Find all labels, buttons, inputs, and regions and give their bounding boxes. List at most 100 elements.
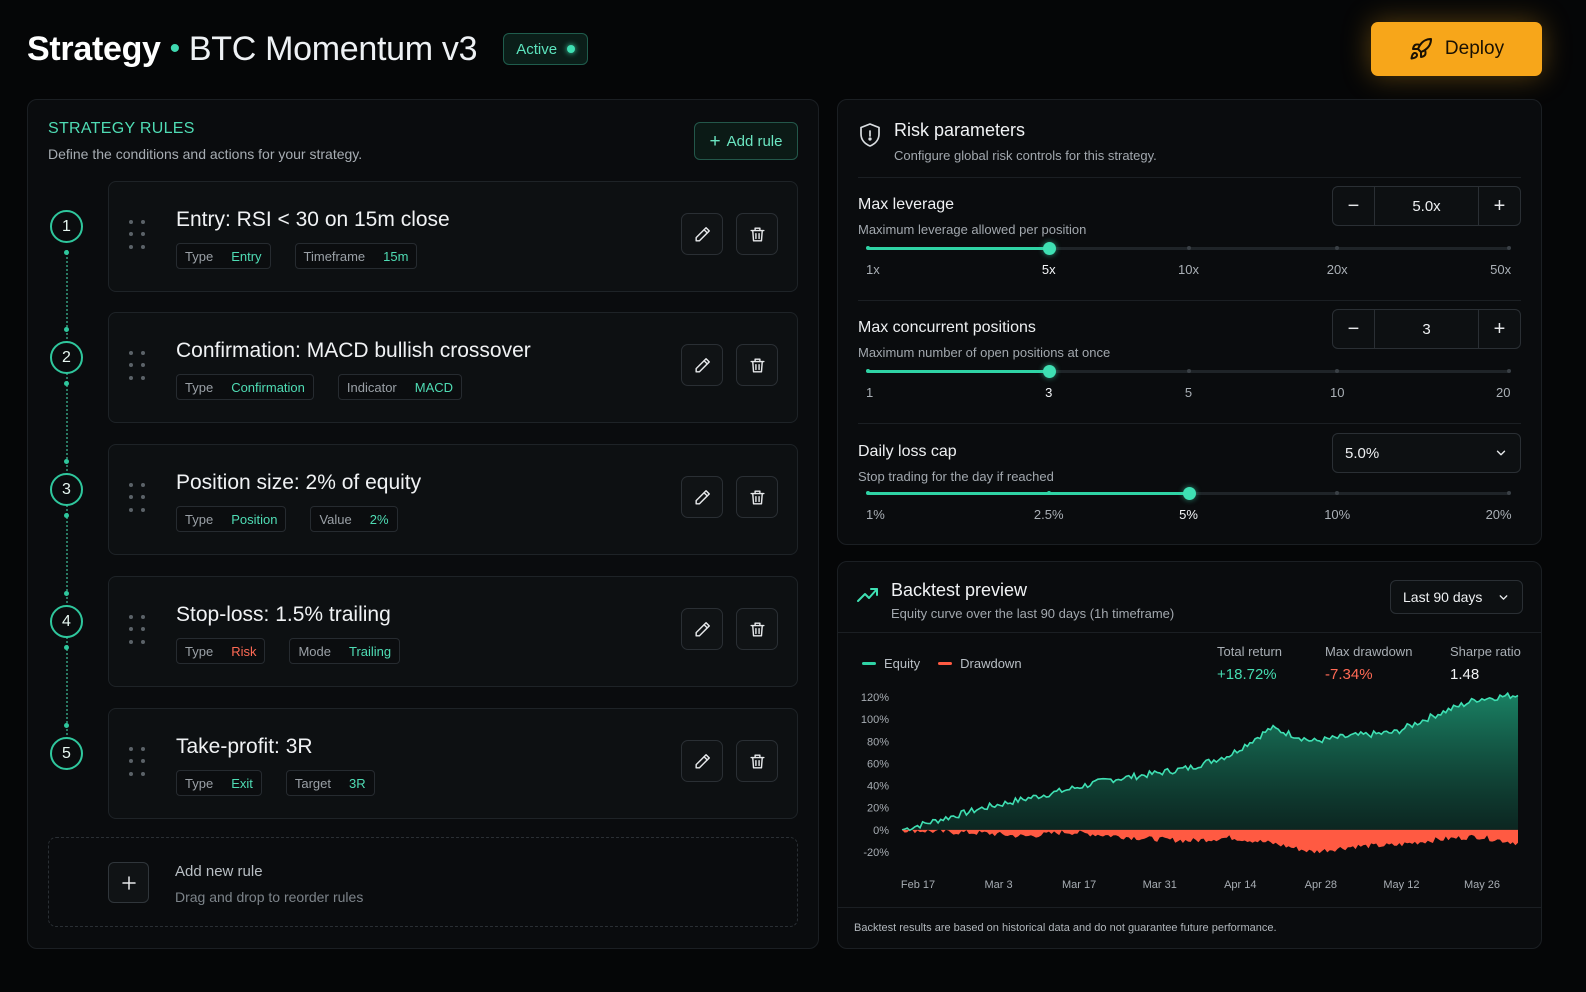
slider-stop — [1335, 491, 1340, 495]
x-tick-label: Mar 17 — [1062, 879, 1096, 891]
y-tick-label: -20% — [863, 847, 889, 859]
pencil-icon — [694, 226, 710, 242]
drag-handle-icon[interactable] — [129, 483, 147, 515]
leverage-stepper: − 5.0x + — [1332, 186, 1521, 226]
strategy-name: BTC Momentum v3 — [188, 29, 478, 68]
strategy-rules-panel: STRATEGY RULES Define the conditions and… — [27, 99, 819, 949]
slider-knob[interactable] — [1042, 365, 1056, 378]
deploy-button[interactable]: Deploy — [1371, 22, 1542, 76]
slider-stop — [1507, 246, 1511, 250]
drag-handle-icon[interactable] — [129, 351, 147, 383]
trash-icon — [749, 621, 765, 637]
pencil-icon — [694, 621, 710, 637]
daily-loss-ticks: 1% 2.5% 5% 10% 20% — [866, 507, 1512, 523]
decrement-button[interactable]: − — [1347, 194, 1360, 217]
rule-card[interactable]: Entry: RSI < 30 on 15m close Type Entry T… — [108, 181, 798, 292]
delete-rule-button[interactable] — [736, 476, 778, 518]
pencil-icon — [694, 489, 710, 505]
rule-title: Position size: 2% of equity — [176, 471, 422, 494]
slider-knob[interactable] — [1042, 242, 1056, 255]
x-tick-label: Feb 17 — [901, 879, 935, 891]
positions-stepper: − 3 + — [1332, 309, 1521, 349]
rule-chip: Type Risk — [176, 638, 266, 664]
slider-fill — [868, 492, 1189, 495]
add-new-rule-dropzone[interactable]: Add new rule Drag and drop to reorder ru… — [48, 837, 798, 927]
step-number: 5 — [50, 737, 83, 770]
param-desc: Maximum leverage allowed per position — [858, 222, 1087, 237]
slider-stop — [866, 246, 870, 250]
edit-rule-button[interactable] — [681, 344, 723, 386]
add-new-rule-button[interactable] — [108, 862, 149, 903]
slider-tick-label: 20% — [1485, 507, 1512, 522]
slider-knob[interactable] — [1182, 487, 1196, 500]
risk-title: Risk parameters — [894, 120, 1026, 140]
x-tick-label: Mar 31 — [1143, 879, 1177, 891]
drag-handle-icon[interactable] — [129, 615, 147, 647]
rule-title: Take-profit: 3R — [176, 735, 313, 758]
slider-stop — [1507, 369, 1511, 373]
plus-icon — [121, 875, 136, 890]
title-prefix: Strategy — [27, 29, 161, 68]
chart-legend: Equity Drawdown — [862, 656, 1022, 671]
y-tick-label: 80% — [867, 736, 889, 748]
rule-title: Confirmation: MACD bullish crossover — [176, 339, 531, 362]
rule-chip: Mode Trailing — [289, 638, 401, 664]
leverage-slider[interactable] — [866, 242, 1511, 255]
timeline-dot — [64, 513, 69, 518]
equity-chart: 120% 100% 80% 60% 40% 20% 0% -20% Feb 17 Mar 3 Mar… — [861, 691, 1519, 891]
equity-line — [901, 691, 1519, 832]
plus-icon: + — [709, 130, 721, 152]
slider-stop — [1186, 246, 1191, 250]
edit-rule-button[interactable] — [681, 213, 723, 255]
trash-icon — [749, 226, 765, 242]
daily-loss-slider[interactable] — [866, 487, 1511, 500]
increment-button[interactable]: + — [1493, 194, 1506, 217]
increment-button[interactable]: + — [1493, 317, 1506, 340]
backtest-preview-panel: Backtest preview Equity curve over the l… — [837, 561, 1542, 949]
drag-handle-icon[interactable] — [129, 747, 147, 779]
risk-parameters-panel: Risk parameters Configure global risk co… — [837, 99, 1542, 545]
rule-chip: Indicator MACD — [337, 374, 463, 400]
chevron-down-icon — [1499, 594, 1508, 600]
timeline-dot — [64, 645, 69, 650]
delete-rule-button[interactable] — [736, 344, 778, 386]
rule-card[interactable]: Confirmation: MACD bullish crossover Typ… — [108, 312, 798, 423]
positions-slider[interactable] — [866, 365, 1511, 378]
delete-rule-button[interactable] — [736, 213, 778, 255]
positions-value[interactable]: 3 — [1374, 310, 1479, 348]
slider-tick-label: 20x — [1326, 262, 1348, 277]
leverage-value[interactable]: 5.0x — [1374, 187, 1479, 225]
rule-title: Entry: RSI < 30 on 15m close — [176, 208, 450, 231]
drag-handle-icon[interactable] — [129, 220, 147, 252]
rule-chip: Target 3R — [285, 770, 375, 796]
x-tick-label: Apr 14 — [1224, 879, 1256, 891]
slider-tick-label: 5 — [1184, 385, 1193, 400]
delete-rule-button[interactable] — [736, 740, 778, 782]
daily-loss-select[interactable]: 5.0% — [1332, 433, 1521, 473]
chevron-down-icon — [1496, 450, 1506, 456]
stat-total-return: Total return +18.72% — [1217, 644, 1283, 683]
slider-stop — [1507, 491, 1511, 495]
timeline-dot — [64, 723, 69, 728]
rules-section-subtitle: Define the conditions and actions for yo… — [48, 146, 363, 162]
edit-rule-button[interactable] — [681, 608, 723, 650]
edit-rule-button[interactable] — [681, 740, 723, 782]
slider-stop — [866, 369, 870, 373]
rule-card[interactable]: Position size: 2% of equity Type Position… — [108, 444, 798, 555]
shield-icon — [860, 123, 880, 147]
decrement-button[interactable]: − — [1347, 317, 1360, 340]
delete-rule-button[interactable] — [736, 608, 778, 650]
timeline-dot — [64, 459, 69, 464]
timeline-dot — [64, 591, 69, 596]
rule-card[interactable]: Take-profit: 3R Type Exit Target 3R — [108, 708, 798, 819]
slider-tick-label: 1% — [866, 507, 885, 522]
page-title: Strategy • BTC Momentum v3 — [27, 29, 478, 69]
add-rule-button[interactable]: + Add rule — [694, 122, 798, 160]
drawdown-area — [902, 829, 1518, 854]
slider-tick-label: 1x — [866, 262, 880, 277]
rule-card[interactable]: Stop-loss: 1.5% trailing Type Risk Mode Tr… — [108, 576, 798, 687]
slider-tick-label: 5x — [1041, 262, 1056, 277]
step-number: 4 — [50, 605, 83, 638]
edit-rule-button[interactable] — [681, 476, 723, 518]
range-select[interactable]: Last 90 days — [1390, 580, 1523, 614]
